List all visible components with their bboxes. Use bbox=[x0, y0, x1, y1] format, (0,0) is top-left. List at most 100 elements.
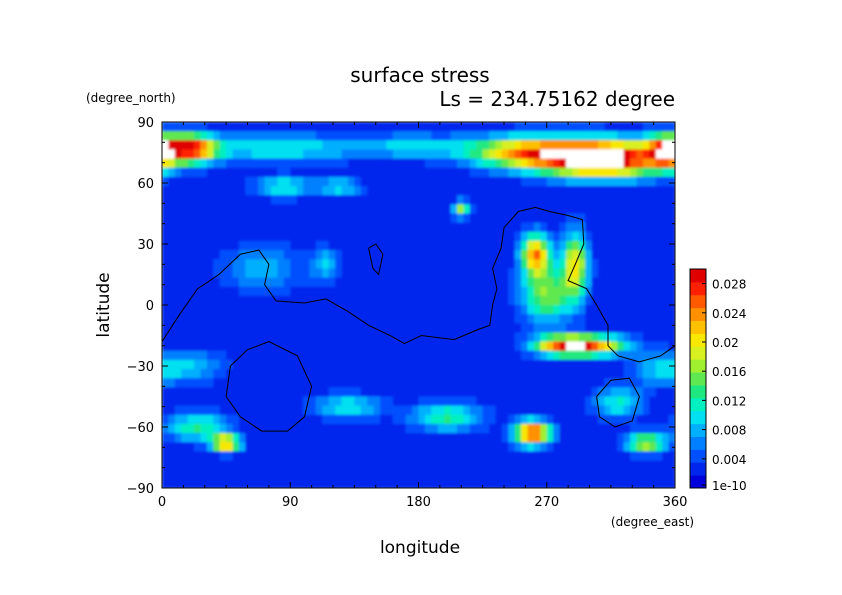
heatmap-cell bbox=[424, 423, 432, 434]
heatmap-cell bbox=[347, 460, 355, 471]
heatmap-cell bbox=[162, 122, 170, 132]
heatmap-cell bbox=[431, 433, 439, 443]
heatmap-cell bbox=[636, 433, 644, 443]
heatmap-cell bbox=[245, 195, 253, 205]
heatmap-cell bbox=[219, 222, 227, 233]
heatmap-cell bbox=[347, 323, 355, 334]
heatmap-cell bbox=[649, 314, 657, 324]
heatmap-cell bbox=[424, 259, 432, 269]
heatmap-cell bbox=[309, 460, 317, 471]
heatmap-cell bbox=[463, 122, 471, 132]
colorbar-segment bbox=[690, 346, 706, 360]
heatmap-cell bbox=[238, 122, 246, 132]
heatmap-cell bbox=[495, 469, 503, 480]
heatmap-cell bbox=[271, 405, 279, 416]
heatmap-cell bbox=[296, 268, 304, 279]
heatmap-cell bbox=[271, 359, 279, 370]
heatmap-cell bbox=[630, 158, 638, 169]
heatmap-cell bbox=[367, 131, 375, 141]
heatmap-cell bbox=[354, 414, 362, 425]
heatmap-cell bbox=[399, 396, 407, 407]
heatmap-cell bbox=[181, 158, 189, 169]
heatmap-cell bbox=[399, 469, 407, 480]
heatmap-cell bbox=[206, 222, 214, 233]
heatmap-cell bbox=[354, 158, 362, 169]
heatmap-cell bbox=[181, 442, 189, 452]
heatmap-cell bbox=[347, 222, 355, 233]
heatmap-cell bbox=[610, 131, 618, 141]
heatmap-cell bbox=[546, 250, 554, 260]
heatmap-cell bbox=[598, 305, 606, 315]
heatmap-cell bbox=[578, 478, 586, 488]
heatmap-cell bbox=[553, 295, 561, 306]
heatmap-cell bbox=[437, 460, 445, 471]
heatmap-cell bbox=[463, 231, 471, 242]
heatmap-cell bbox=[347, 149, 355, 160]
heatmap-cell bbox=[623, 140, 631, 151]
heatmap-cell bbox=[322, 186, 330, 196]
heatmap-cell bbox=[572, 122, 580, 132]
heatmap-cell bbox=[598, 149, 606, 160]
heatmap-cell bbox=[322, 158, 330, 169]
heatmap-cell bbox=[181, 369, 189, 379]
heatmap-cell bbox=[572, 305, 580, 315]
heatmap-cell bbox=[469, 213, 477, 224]
heatmap-cell bbox=[399, 140, 407, 151]
heatmap-cell bbox=[585, 186, 593, 196]
heatmap-cell bbox=[572, 396, 580, 407]
heatmap-cell bbox=[309, 314, 317, 324]
heatmap-cell bbox=[578, 250, 586, 260]
heatmap-cell bbox=[508, 369, 516, 379]
heatmap-cell bbox=[303, 359, 311, 370]
heatmap-cell bbox=[572, 332, 580, 343]
heatmap-cell bbox=[328, 167, 336, 178]
heatmap-cell bbox=[463, 213, 471, 224]
heatmap-cell bbox=[431, 286, 439, 297]
heatmap-cell bbox=[277, 460, 285, 471]
heatmap-cell bbox=[578, 405, 586, 416]
heatmap-cell bbox=[367, 387, 375, 398]
heatmap-cell bbox=[636, 369, 644, 379]
heatmap-cell bbox=[399, 359, 407, 370]
heatmap-cell bbox=[162, 460, 170, 471]
heatmap-cell bbox=[341, 359, 349, 370]
heatmap-cell bbox=[662, 259, 670, 269]
heatmap-cell bbox=[565, 359, 573, 370]
heatmap-cell bbox=[303, 131, 311, 141]
heatmap-cell bbox=[501, 332, 509, 343]
heatmap-cell bbox=[655, 250, 663, 260]
heatmap-cell bbox=[238, 305, 246, 315]
heatmap-cell bbox=[322, 250, 330, 260]
heatmap-cell bbox=[219, 341, 227, 352]
heatmap-cell bbox=[303, 259, 311, 269]
heatmap-cell bbox=[662, 149, 670, 160]
heatmap-cell bbox=[501, 167, 509, 178]
heatmap-cell bbox=[187, 195, 195, 205]
heatmap-cell bbox=[296, 277, 304, 288]
heatmap-cell bbox=[258, 268, 266, 279]
heatmap-cell bbox=[187, 204, 195, 215]
heatmap-cell bbox=[501, 149, 509, 160]
heatmap-cell bbox=[572, 350, 580, 361]
colorbar-segment bbox=[690, 436, 706, 450]
heatmap-cell bbox=[315, 250, 323, 260]
heatmap-cell bbox=[283, 213, 291, 224]
heatmap-cell bbox=[431, 250, 439, 260]
heatmap-cell bbox=[181, 186, 189, 196]
heatmap-cell bbox=[585, 359, 593, 370]
heatmap-cell bbox=[264, 213, 272, 224]
heatmap-cell bbox=[495, 387, 503, 398]
colorbar-segment bbox=[690, 320, 706, 334]
heatmap-cell bbox=[194, 341, 202, 352]
heatmap-cell bbox=[399, 332, 407, 343]
heatmap-cell bbox=[226, 359, 234, 370]
heatmap-cell bbox=[540, 442, 548, 452]
heatmap-cell bbox=[162, 396, 170, 407]
heatmap-cell bbox=[508, 350, 516, 361]
heatmap-cell bbox=[380, 222, 388, 233]
heatmap-cell bbox=[226, 250, 234, 260]
heatmap-cell bbox=[174, 369, 182, 379]
heatmap-cell bbox=[328, 478, 336, 488]
heatmap-cell bbox=[360, 332, 368, 343]
heatmap-cell bbox=[527, 222, 535, 233]
